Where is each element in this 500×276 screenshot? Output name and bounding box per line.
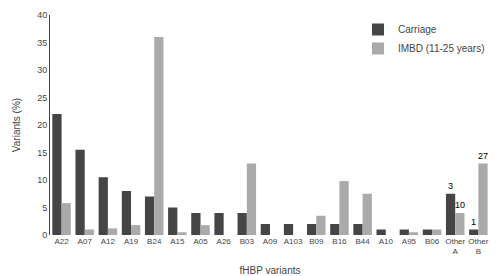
svg-text:25: 25 bbox=[37, 93, 47, 103]
svg-text:27: 27 bbox=[478, 151, 488, 161]
svg-text:A103: A103 bbox=[284, 237, 303, 246]
svg-text:A05: A05 bbox=[193, 237, 208, 246]
svg-text:10: 10 bbox=[455, 200, 465, 210]
svg-text:B06: B06 bbox=[425, 237, 440, 246]
svg-text:A12: A12 bbox=[101, 237, 116, 246]
svg-text:30: 30 bbox=[37, 65, 47, 75]
svg-text:A95: A95 bbox=[402, 237, 417, 246]
svg-text:A15: A15 bbox=[170, 237, 185, 246]
svg-text:B16: B16 bbox=[332, 237, 347, 246]
svg-text:A09: A09 bbox=[263, 237, 278, 246]
svg-text:B24: B24 bbox=[147, 237, 162, 246]
svg-text:A22: A22 bbox=[54, 237, 69, 246]
svg-text:A26: A26 bbox=[217, 237, 232, 246]
svg-text:5: 5 bbox=[42, 203, 47, 213]
svg-text:B44: B44 bbox=[355, 237, 370, 246]
svg-text:Variants (%): Variants (%) bbox=[11, 98, 22, 152]
svg-text:0: 0 bbox=[42, 230, 47, 240]
svg-text:fHBP variants: fHBP variants bbox=[240, 265, 301, 276]
svg-text:A10: A10 bbox=[379, 237, 394, 246]
svg-text:3: 3 bbox=[448, 181, 453, 191]
svg-text:A19: A19 bbox=[124, 237, 139, 246]
svg-text:A07: A07 bbox=[78, 237, 93, 246]
svg-text:15: 15 bbox=[37, 148, 47, 158]
svg-text:10: 10 bbox=[37, 175, 47, 185]
svg-text:IMBD (11-25 years): IMBD (11-25 years) bbox=[398, 43, 485, 54]
svg-text:1: 1 bbox=[471, 217, 476, 227]
svg-text:B03: B03 bbox=[240, 237, 255, 246]
svg-text:Carriage: Carriage bbox=[398, 24, 437, 35]
svg-text:OtherB: OtherB bbox=[468, 237, 488, 256]
svg-text:OtherA: OtherA bbox=[445, 237, 465, 256]
svg-text:40: 40 bbox=[37, 10, 47, 20]
svg-text:20: 20 bbox=[37, 120, 47, 130]
svg-text:35: 35 bbox=[37, 38, 47, 48]
svg-text:B09: B09 bbox=[309, 237, 324, 246]
